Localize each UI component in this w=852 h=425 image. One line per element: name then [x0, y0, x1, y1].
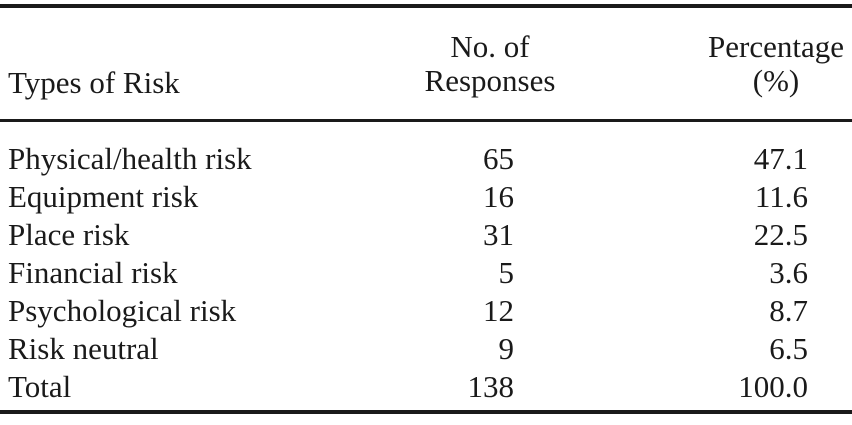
percentage-cell: 100.0	[738, 369, 808, 404]
table-row: Equipment risk 16 11.6	[0, 178, 852, 216]
responses-cell: 9	[498, 331, 515, 366]
percentage-cell: 6.5	[769, 331, 808, 366]
responses-cell: 65	[483, 141, 514, 176]
table-row: Physical/health risk 65 47.1	[0, 140, 852, 178]
risk-type-cell: Physical/health risk	[8, 141, 252, 176]
header-responses-line1: No. of	[450, 29, 530, 64]
header-percentage: Percentage (%)	[700, 30, 852, 98]
header-percentage-line2: (%)	[752, 63, 800, 98]
risk-type-cell: Total	[8, 369, 72, 404]
risk-type-cell: Psychological risk	[8, 293, 237, 328]
responses-cell: 31	[483, 217, 514, 252]
header-types-of-risk: Types of Risk	[8, 65, 180, 100]
table-top-rule	[0, 4, 852, 8]
percentage-cell: 47.1	[753, 141, 808, 176]
table-row: Financial risk 5 3.6	[0, 254, 852, 292]
risk-type-cell: Place risk	[8, 217, 130, 252]
percentage-cell: 22.5	[753, 217, 808, 252]
responses-cell: 5	[498, 255, 515, 290]
percentage-cell: 11.6	[754, 179, 808, 214]
responses-cell: 12	[483, 293, 514, 328]
table-row-total: Total 138 100.0	[0, 368, 852, 406]
percentage-cell: 3.6	[769, 255, 808, 290]
risk-type-cell: Risk neutral	[8, 331, 159, 366]
header-no-of-responses: No. of Responses	[420, 30, 560, 98]
risk-type-cell: Financial risk	[8, 255, 178, 290]
percentage-cell: 8.7	[769, 293, 808, 328]
table-row: Place risk 31 22.5	[0, 216, 852, 254]
table-bottom-rule	[0, 410, 852, 414]
responses-cell: 138	[467, 369, 515, 404]
table-header-rule	[0, 119, 852, 122]
header-percentage-line1: Percentage	[708, 30, 844, 64]
header-responses-line2: Responses	[424, 63, 556, 98]
risk-type-cell: Equipment risk	[8, 179, 199, 214]
responses-cell: 16	[483, 179, 514, 214]
table-body: Physical/health risk 65 47.1 Equipment r…	[0, 140, 852, 406]
table-row: Psychological risk 12 8.7	[0, 292, 852, 330]
table-row: Risk neutral 9 6.5	[0, 330, 852, 368]
